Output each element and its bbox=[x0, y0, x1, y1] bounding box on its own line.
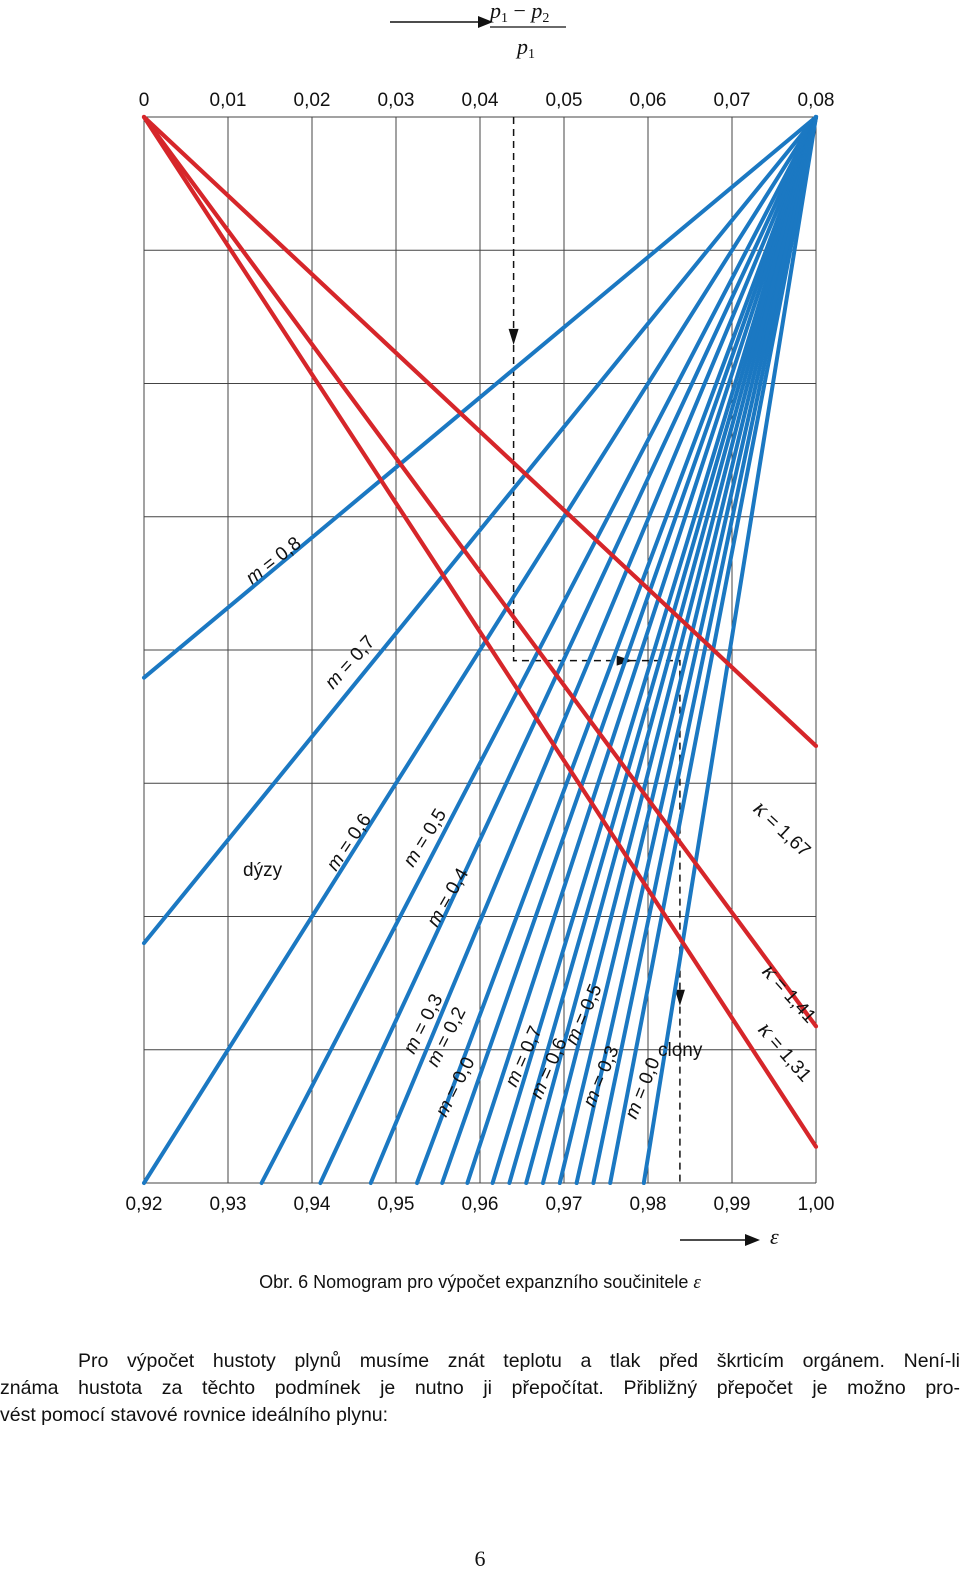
arrow-down bbox=[508, 328, 519, 345]
bottom-tick-label: 0,92 bbox=[126, 1194, 163, 1215]
orifice-line bbox=[641, 115, 818, 1185]
top-tick-label: 0,06 bbox=[630, 90, 667, 111]
nozzle-line bbox=[318, 115, 818, 1185]
orifice-line bbox=[591, 115, 818, 1185]
kappa-label: κ = 1,41 bbox=[757, 959, 823, 1029]
bottom-tick-label: 0,94 bbox=[294, 1194, 331, 1215]
arrow-down bbox=[674, 989, 685, 1006]
kappa-line bbox=[141, 114, 819, 1149]
orifice-line bbox=[524, 115, 818, 1185]
bottom-tick-label: 0,96 bbox=[462, 1194, 499, 1215]
svg-text:p1: p1 bbox=[515, 34, 535, 62]
orifice-line bbox=[541, 115, 818, 1185]
top-label-p1: p bbox=[488, 0, 501, 23]
body-paragraph: Pro výpočet hustoty plynů musíme znát te… bbox=[0, 1348, 960, 1429]
group-label-dyzy: dýzy bbox=[243, 860, 283, 881]
svg-text:p1 − p2: p1 − p2 bbox=[488, 0, 549, 26]
paragraph-line: Pro výpočet hustoty plynů musíme znát te… bbox=[78, 1350, 960, 1372]
kappa-line bbox=[141, 114, 819, 749]
kappa-line bbox=[141, 114, 819, 1029]
epsilon-symbol: ε bbox=[770, 1224, 779, 1249]
nozzle-line bbox=[440, 115, 818, 1185]
figure-caption: Obr. 6 Nomogram pro výpočet expanzního s… bbox=[0, 1272, 960, 1294]
nomogram-chart: 0 0,01 0,02 0,03 0,04 0,05 0,06 0,07 0,08 0,92 0,… bbox=[126, 0, 835, 1249]
top-tick-label: 0,03 bbox=[378, 90, 415, 111]
bottom-tick-label: 0,95 bbox=[378, 1194, 415, 1215]
paragraph-line: vést pomocí stavové rovnice ideálního pl… bbox=[0, 1404, 389, 1426]
top-tick-label: 0,05 bbox=[546, 90, 583, 111]
line-label: m = 0,5 bbox=[399, 805, 451, 870]
nozzle-line bbox=[142, 115, 818, 680]
nozzle-line bbox=[415, 115, 818, 1185]
nozzle-line bbox=[142, 115, 818, 1185]
orifice-line bbox=[557, 115, 818, 1185]
kappa-label: κ = 1,67 bbox=[748, 795, 817, 862]
bottom-tick-label: 0,99 bbox=[714, 1194, 751, 1215]
caption-text: Obr. 6 Nomogram pro výpočet expanzního s… bbox=[259, 1272, 689, 1292]
group-label-clony: clony bbox=[658, 1040, 703, 1061]
line-label: m = 0,4 bbox=[423, 864, 473, 930]
page-number: 6 bbox=[474, 1546, 486, 1571]
bottom-tick-label: 1,00 bbox=[798, 1194, 835, 1215]
series-lines bbox=[141, 114, 819, 1185]
orifice-line bbox=[490, 115, 818, 1185]
top-tick-label: 0,07 bbox=[714, 90, 751, 111]
line-label: m = 0,8 bbox=[242, 533, 305, 589]
caption-symbol: ε bbox=[693, 1272, 701, 1293]
top-tick-label: 0,08 bbox=[798, 90, 835, 111]
bottom-tick-label: 0,97 bbox=[546, 1194, 583, 1215]
top-axis-ticks: 0 0,01 0,02 0,03 0,04 0,05 0,06 0,07 0,08 bbox=[139, 90, 835, 111]
top-tick-label: 0,04 bbox=[462, 90, 499, 111]
bottom-tick-label: 0,93 bbox=[210, 1194, 247, 1215]
orifice-line bbox=[507, 115, 818, 1185]
orifice-line bbox=[574, 115, 818, 1185]
bottom-tick-label: 0,98 bbox=[630, 1194, 667, 1215]
bottom-axis-label: ε bbox=[680, 1224, 779, 1249]
paragraph-line: známa hustota za těchto podmínek je nutn… bbox=[0, 1377, 960, 1399]
bottom-axis-ticks: 0,92 0,93 0,94 0,95 0,96 0,97 0,98 0,99 1,00 bbox=[126, 1194, 835, 1215]
top-tick-label: 0,01 bbox=[210, 90, 247, 111]
top-axis-label: p1 − p2 p1 bbox=[390, 0, 566, 62]
kappa-label: κ = 1,31 bbox=[752, 1017, 818, 1087]
nozzle-line bbox=[368, 115, 818, 1185]
nozzle-line bbox=[142, 115, 818, 946]
top-tick-label: 0 bbox=[139, 90, 150, 111]
top-tick-label: 0,02 bbox=[294, 90, 331, 111]
example-dashed-path bbox=[512, 117, 681, 1183]
orifice-line bbox=[465, 115, 818, 1185]
line-label: m = 0,6 bbox=[323, 810, 376, 875]
